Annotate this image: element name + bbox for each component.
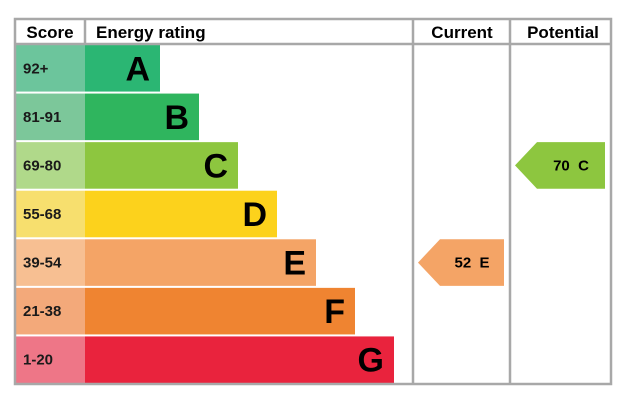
score-cell-c bbox=[16, 142, 85, 189]
rating-bar-d bbox=[85, 190, 277, 238]
rating-bar-c bbox=[85, 142, 238, 189]
header-potential: Potential bbox=[527, 23, 599, 42]
score-cell-d bbox=[16, 190, 85, 238]
table-grid bbox=[13, 17, 613, 386]
score-label-b: 81-91 bbox=[23, 109, 61, 126]
score-cell-g bbox=[16, 336, 85, 383]
score-label-f: 21-38 bbox=[23, 303, 61, 320]
current-arrow-label: 52 E bbox=[454, 255, 489, 272]
score-label-c: 69-80 bbox=[23, 157, 61, 174]
rating-bar-a bbox=[85, 45, 160, 92]
rating-bar-g bbox=[85, 336, 394, 383]
table-border bbox=[13, 17, 613, 386]
rating-bar-f bbox=[85, 287, 355, 335]
rating-bar-e bbox=[85, 239, 316, 286]
rating-letter-f: F bbox=[324, 293, 345, 331]
header-energy-rating: Energy rating bbox=[96, 23, 206, 42]
header-row: Score Energy rating Current Potential bbox=[26, 23, 599, 42]
potential-arrow bbox=[515, 142, 605, 189]
current-arrow bbox=[418, 239, 504, 286]
rating-letter-b: B bbox=[164, 99, 189, 137]
rating-letter-d: D bbox=[242, 196, 267, 234]
header-current: Current bbox=[431, 23, 493, 42]
score-label-a: 92+ bbox=[23, 60, 49, 77]
rating-letter-e: E bbox=[283, 245, 306, 283]
score-label-e: 39-54 bbox=[23, 255, 62, 272]
rating-bands: 92+ A 81-91 B 69-80 C 55-68 D 39-54 E 21-38 F 1-20 G bbox=[16, 45, 394, 383]
rating-letter-c: C bbox=[203, 147, 228, 185]
score-cell-e bbox=[16, 239, 85, 286]
rating-letter-g: G bbox=[358, 342, 384, 380]
rating-letter-a: A bbox=[125, 50, 150, 88]
score-label-g: 1-20 bbox=[23, 352, 53, 369]
potential-arrow-label: 70 C bbox=[553, 157, 589, 174]
header-score: Score bbox=[26, 23, 73, 42]
score-cell-b bbox=[16, 93, 85, 141]
rating-bar-b bbox=[85, 93, 199, 141]
score-cell-a bbox=[16, 45, 85, 92]
score-label-d: 55-68 bbox=[23, 206, 61, 223]
rating-arrows: 52 E 70 C bbox=[418, 142, 605, 286]
score-cell-f bbox=[16, 287, 85, 335]
